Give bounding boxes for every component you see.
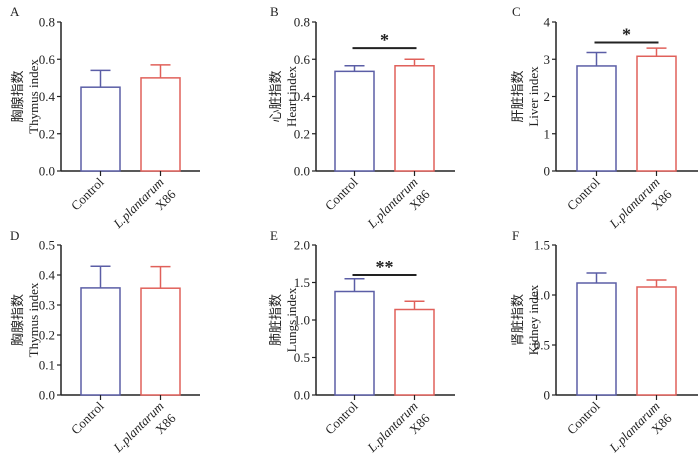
y-tick-label: 0.0 — [294, 164, 310, 179]
bar-control — [80, 287, 121, 396]
panel-letter: B — [270, 4, 279, 19]
y-tick-label: 2.0 — [294, 238, 310, 253]
y-tick-label: 0.8 — [294, 15, 310, 30]
y-axis-label: Thymus index — [26, 282, 41, 357]
y-tick-label: 1 — [544, 126, 551, 141]
bar-treatment — [140, 287, 181, 396]
y-tick-label: 0.5 — [294, 350, 310, 365]
y-tick-label: 0.2 — [39, 328, 55, 343]
bar-control — [576, 65, 617, 172]
bar-control — [334, 290, 375, 396]
bar-control — [576, 282, 617, 396]
y-tick-label: 0.5 — [534, 338, 550, 353]
panel-letter: F — [512, 228, 519, 243]
panel-letter: A — [10, 4, 20, 19]
y-tick-label: 0.6 — [294, 52, 311, 67]
y-axis-label-cn: 肝脏指数 — [510, 70, 525, 122]
y-axis-label-cn: 胸腺指数 — [10, 294, 25, 346]
bar-treatment — [394, 308, 435, 396]
bar-treatment — [394, 65, 435, 172]
y-axis-label: Heart index — [284, 66, 299, 128]
y-tick-label: 0.1 — [39, 358, 55, 373]
y-tick-label: 0 — [544, 164, 551, 179]
y-tick-label: 3 — [544, 52, 551, 67]
bar-treatment — [636, 55, 677, 172]
y-axis-label: Kidney index — [526, 284, 541, 355]
bar-control — [80, 86, 121, 172]
y-tick-label: 0 — [544, 388, 551, 403]
y-axis-label: Lungs index — [284, 287, 299, 352]
y-axis-label: Liver index — [526, 66, 541, 127]
y-axis-label-cn: 胸腺指数 — [10, 70, 25, 122]
x-tick-label: Control — [68, 174, 107, 213]
y-tick-label: 0.4 — [39, 268, 56, 283]
y-tick-label: 0.2 — [294, 126, 310, 141]
bar-control — [334, 70, 375, 172]
significance-marker: ** — [376, 257, 394, 277]
bar-treatment — [636, 286, 677, 396]
x-tick-label: Control — [322, 398, 361, 437]
significance-marker: * — [622, 24, 631, 44]
x-tick-label: Control — [564, 174, 603, 213]
y-tick-label: 1.0 — [294, 313, 310, 328]
x-tick-label: Control — [68, 398, 107, 437]
y-tick-label: 0.6 — [39, 52, 56, 67]
y-axis-label-cn: 肾脏指数 — [510, 294, 525, 346]
significance-marker: * — [380, 30, 389, 50]
x-tick-label: Control — [564, 398, 603, 437]
y-axis-label: Thymus index — [26, 59, 41, 134]
panel-letter: E — [270, 228, 278, 243]
y-tick-label: 0.5 — [39, 238, 55, 253]
chart-panel-d: D 胸腺指数 Thymus index 0.0 0.1 0.2 0.3 0.4 0.5 Contr… — [10, 228, 200, 456]
panel-letter: C — [512, 4, 521, 19]
y-tick-label: 0.4 — [294, 89, 311, 104]
y-tick-label: 2 — [544, 89, 551, 104]
y-tick-label: 0.0 — [294, 388, 310, 403]
y-tick-label: 0.3 — [39, 298, 55, 313]
y-axis-label-cn: 心脏指数 — [268, 70, 283, 122]
y-tick-label: 1.5 — [294, 275, 310, 290]
x-tick-label: Control — [322, 174, 361, 213]
y-axis-label-cn: 肺脏指数 — [268, 294, 283, 346]
y-tick-label: 0.2 — [39, 126, 55, 141]
bar-treatment — [140, 77, 181, 172]
y-tick-label: 4 — [544, 15, 551, 30]
y-tick-label: 1.5 — [534, 238, 550, 253]
y-tick-label: 0.0 — [39, 388, 55, 403]
y-tick-label: 0.0 — [39, 164, 55, 179]
y-tick-label: 0.4 — [39, 89, 56, 104]
y-tick-label: 1.0 — [534, 288, 550, 303]
y-tick-label: 0.8 — [39, 15, 55, 30]
panel-letter: D — [10, 228, 19, 243]
